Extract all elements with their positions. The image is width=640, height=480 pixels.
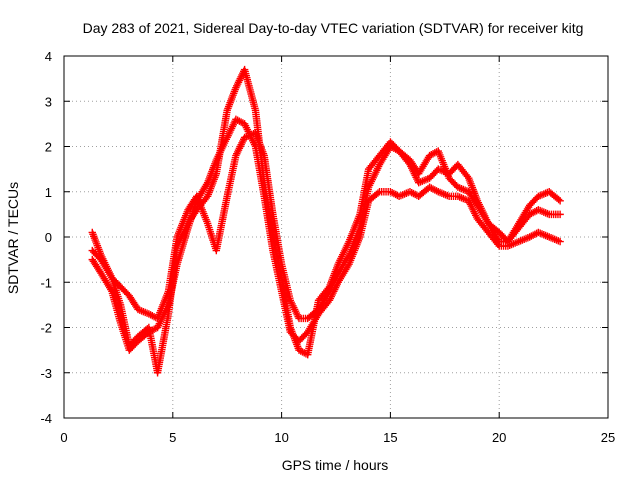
y-tick-label: 2: [45, 140, 52, 155]
y-axis-title: SDTVAR / TECUs: [5, 182, 21, 294]
x-tick-label: 15: [383, 430, 397, 445]
series-track-c: [88, 115, 564, 354]
y-tick-label: 4: [45, 49, 52, 64]
data-point: [556, 210, 564, 219]
y-tick-label: 1: [45, 185, 52, 200]
x-axis-title: GPS time / hours: [282, 457, 389, 473]
data-point: [556, 197, 564, 205]
x-tick-label: 5: [169, 430, 176, 445]
chart-title: Day 283 of 2021, Sidereal Day-to-day VTE…: [83, 20, 584, 36]
y-tick-label: -4: [40, 411, 52, 426]
y-tick-label: -3: [40, 366, 52, 381]
y-tick-label: 0: [45, 230, 52, 245]
y-tick-label: -1: [40, 275, 52, 290]
data-points: [88, 65, 564, 377]
y-tick-label: -2: [40, 321, 52, 336]
x-tick-label: 25: [601, 430, 615, 445]
x-tick-label: 0: [60, 430, 67, 445]
series-track-b: [88, 65, 564, 377]
x-tick-label: 20: [492, 430, 506, 445]
axis-ticks: 0 5 10 15 20 25 -4 -3 -2 -1 0 1 2 3 4: [40, 49, 615, 445]
data-point: [556, 237, 564, 246]
x-tick-label: 10: [274, 430, 288, 445]
y-tick-label: 3: [45, 94, 52, 109]
